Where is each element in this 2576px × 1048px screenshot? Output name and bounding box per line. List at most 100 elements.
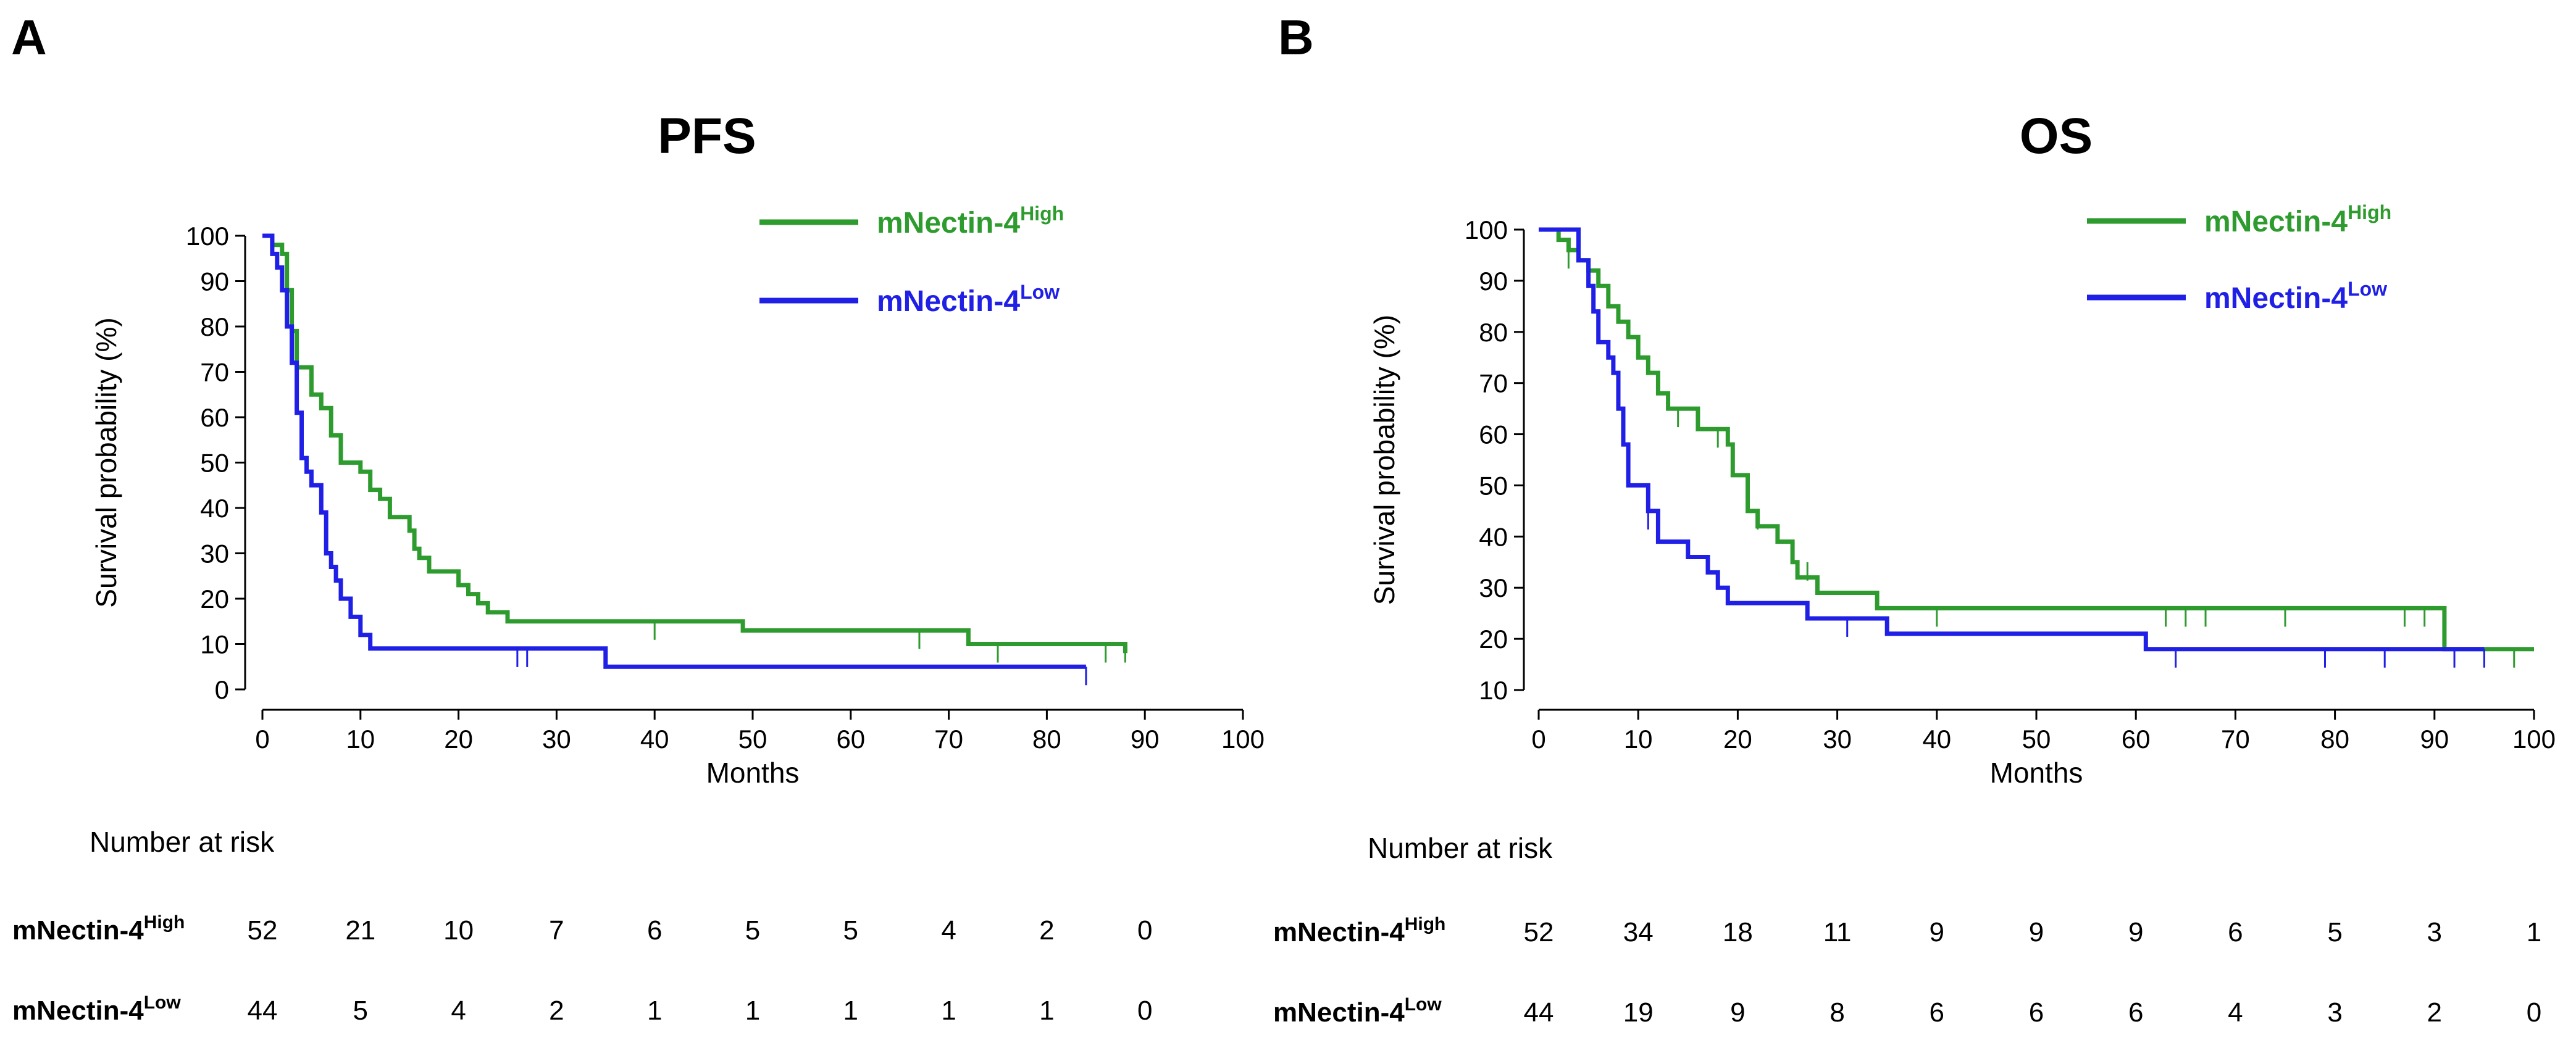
y-tick-label: 90 [1479,267,1508,296]
legend-pfs: mNectin-4High mNectin-4Low [759,202,1064,318]
y-tick-label: 10 [1479,676,1508,705]
risk-value: 1 [843,996,858,1026]
risk-value: 9 [1930,917,1944,947]
y-tick-label: 60 [200,403,229,432]
x-tick-label: 0 [1531,725,1545,754]
risk-value: 6 [2029,997,2044,1028]
legend-entry: mNectin-4Low [2204,278,2387,315]
axes-os: 10 20 30 40 50 60 70 80 90 100 0 10 20 30 40 50 60 70 80 90… [1368,215,2556,789]
risk-value: 6 [2228,917,2243,947]
risk-value: 11 [1823,917,1852,947]
x-tick-label: 20 [1723,725,1752,754]
x-tick-label: 10 [1624,725,1653,754]
panel-letter-a: A [11,10,47,65]
risk-value: 1 [941,996,956,1026]
x-tick-label: 80 [1032,725,1061,754]
x-tick-label: 80 [2320,725,2349,754]
series-os [1539,227,2534,668]
risk-row-label: mNectin-4Low [12,992,181,1026]
x-tick-label: 90 [2420,725,2449,754]
legend-entry: mNectin-4Low [877,281,1060,318]
y-axis-label: Survival probability (%) [1368,315,1400,605]
y-tick-label: 40 [1479,522,1508,551]
chart-title-os: OS [2020,108,2093,164]
chart-title-pfs: PFS [658,108,756,164]
risk-value: 1 [745,996,760,1026]
risk-value: 5 [2327,917,2342,947]
y-tick-label: 70 [1479,369,1508,398]
risk-value: 6 [2128,997,2143,1028]
risk-value: 1 [647,996,662,1026]
risk-value: 6 [647,915,662,946]
y-tick-label: 30 [200,539,229,568]
risk-value: 0 [1137,996,1152,1026]
y-tick-label: 0 [215,675,229,704]
y-tick-label: 20 [1479,625,1508,654]
risk-table-title: Number at risk [90,826,275,858]
risk-value: 44 [248,996,278,1026]
y-tick-label: 100 [1465,215,1508,244]
risk-value: 5 [353,996,368,1026]
x-tick-label: 70 [934,725,963,754]
risk-value: 4 [451,996,466,1026]
risk-value: 18 [1723,917,1753,947]
x-tick-label: 50 [2022,725,2051,754]
y-tick-label: 60 [1479,420,1508,449]
legend-os: mNectin-4High mNectin-4Low [2087,201,2391,315]
y-tick-label: 90 [200,267,229,296]
risk-value: 5 [745,915,760,946]
y-axis-label: Survival probability (%) [90,317,122,607]
x-tick-label: 60 [836,725,865,754]
risk-value: 2 [1039,915,1054,946]
risk-value: 52 [248,915,278,946]
risk-value: 52 [1524,917,1554,947]
survival-curve-low [262,233,1086,669]
x-tick-label: 100 [1221,725,1265,754]
risk-value: 7 [549,915,564,946]
risk-row-label: mNectin-4Low [1273,994,1442,1028]
x-tick-label: 10 [346,725,375,754]
risk-row-label: mNectin-4High [12,912,185,946]
risk-value: 2 [2427,997,2442,1028]
panel-letter-b: B [1278,10,1314,65]
y-tick-label: 10 [200,630,229,659]
legend-entry: mNectin-4High [877,202,1064,239]
x-tick-label: 50 [738,725,767,754]
y-tick-label: 50 [200,449,229,478]
y-tick-label: 70 [200,358,229,387]
y-tick-label: 80 [1479,318,1508,347]
risk-value: 9 [2029,917,2044,947]
risk-value: 0 [2527,997,2541,1028]
x-tick-label: 100 [2512,725,2556,754]
risk-value: 1 [1039,996,1054,1026]
y-tick-label: 80 [200,312,229,341]
risk-value: 9 [1730,997,1745,1028]
risk-value: 9 [2128,917,2143,947]
x-tick-label: 40 [1922,725,1951,754]
risk-value: 5 [843,915,858,946]
y-tick-label: 100 [186,222,229,251]
y-tick-label: 50 [1479,471,1508,500]
x-axis-label: Months [706,757,800,789]
risk-value: 6 [1930,997,1944,1028]
risk-table-title: Number at risk [1368,832,1553,864]
risk-value: 10 [443,915,474,946]
risk-value: 44 [1524,997,1554,1028]
axes-pfs: 0 10 20 30 40 50 60 70 80 90 100 0 10 20 30 40 50 60 70 80 9… [90,222,1265,789]
risk-value: 4 [941,915,956,946]
y-tick-label: 30 [1479,573,1508,602]
x-tick-label: 60 [2122,725,2151,754]
risk-value: 4 [2228,997,2243,1028]
survival-curve-low [1539,227,2485,652]
x-tick-label: 40 [640,725,669,754]
risk-value: 1 [2527,917,2541,947]
series-pfs [262,233,1127,686]
x-tick-label: 30 [542,725,571,754]
legend-entry: mNectin-4High [2204,201,2391,238]
risk-value: 0 [1137,915,1152,946]
x-tick-label: 90 [1131,725,1160,754]
